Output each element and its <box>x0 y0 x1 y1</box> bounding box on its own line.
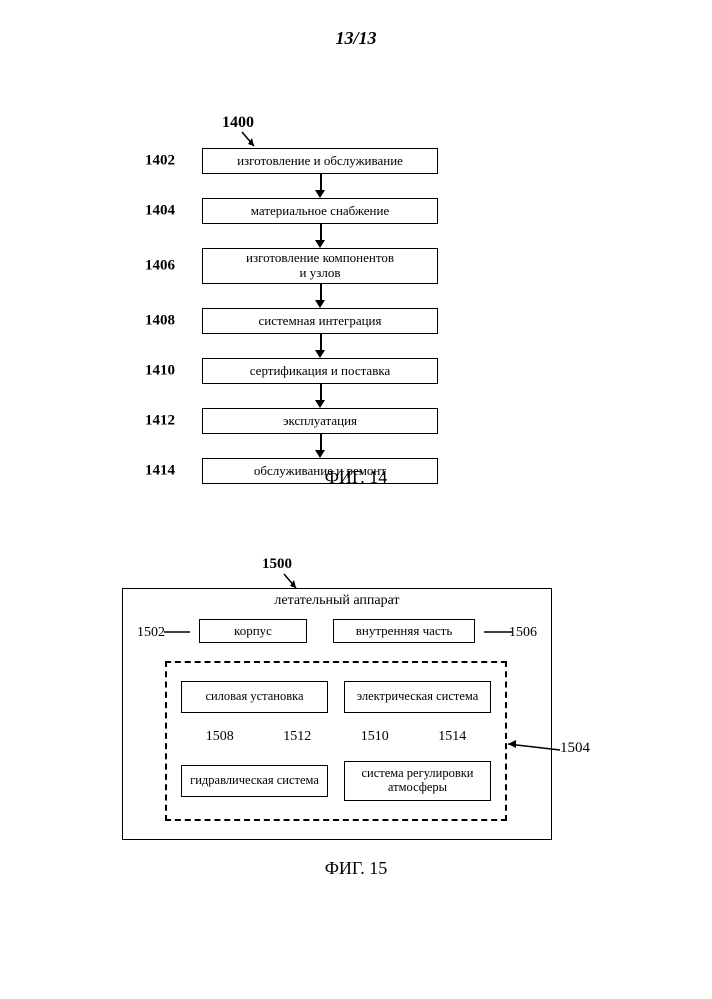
block-gidravlicheskaya: гидравлическая система <box>181 765 328 797</box>
flow-step-1404: 1404 материальное снабжение <box>202 198 438 224</box>
block-text: внутренняя часть <box>356 623 453 639</box>
ref-1512: 1512 <box>283 729 311 745</box>
block-silovaya: силовая установка <box>181 681 328 713</box>
flow-step-text: сертификация и поставка <box>250 364 390 379</box>
fig15-caption: ФИГ. 15 <box>0 858 712 879</box>
ref-1514: 1514 <box>438 729 466 745</box>
flow-arrow <box>190 224 450 248</box>
block-vnutrennyaya: внутренняя часть <box>333 619 475 643</box>
block-text: электрическая система <box>357 690 479 704</box>
block-elektricheskaya: электрическая система <box>344 681 491 713</box>
flow-step-text: материальное снабжение <box>251 204 389 219</box>
flow-step-text: эксплуатация <box>283 414 357 429</box>
flow-arrow <box>190 284 450 308</box>
fig15-container: летательный аппарат корпус внутренняя ча… <box>122 588 552 840</box>
flow-step-text: изготовление компонентов и узлов <box>246 251 394 281</box>
ref-1506: 1506 <box>509 625 537 641</box>
ref-1508: 1508 <box>206 729 234 745</box>
fig15-ref-label: 1500 <box>262 556 292 573</box>
block-korpus: корпус <box>199 619 307 643</box>
ref-1504: 1504 <box>560 740 590 757</box>
block-atmosfery: система регулировки атмосферы <box>344 761 491 801</box>
fig15-title: летательный аппарат <box>123 593 551 609</box>
flow-step-text: системная интеграция <box>259 314 382 329</box>
block-text: гидравлическая система <box>190 774 319 788</box>
flow-step-1408: 1408 системная интеграция <box>202 308 438 334</box>
block-text: корпус <box>234 623 272 639</box>
flow-step-1406: 1406 изготовление компонентов и узлов <box>202 248 438 284</box>
fig15-dashed-group: силовая установка электрическая система … <box>165 661 507 821</box>
flow-step-num: 1410 <box>145 362 175 379</box>
block-text: силовая установка <box>205 690 303 704</box>
flow-step-1402: 1402 изготовление и обслуживание <box>202 148 438 174</box>
flow-step-1412: 1412 эксплуатация <box>202 408 438 434</box>
fig15-top-row: корпус внутренняя часть <box>123 619 551 643</box>
flow-arrow <box>190 384 450 408</box>
flow-step-1410: 1410 сертификация и поставка <box>202 358 438 384</box>
fig14-ref-label: 1400 <box>222 114 254 132</box>
ref-1510: 1510 <box>361 729 389 745</box>
flow-step-num: 1412 <box>145 412 175 429</box>
flow-step-num: 1402 <box>145 152 175 169</box>
flow-step-num: 1408 <box>145 312 175 329</box>
block-text: система регулировки атмосферы <box>361 767 473 795</box>
page-number: 13/13 <box>0 28 712 49</box>
flow-step-text: изготовление и обслуживание <box>237 154 403 169</box>
flow-step-num: 1404 <box>145 202 175 219</box>
flow-arrow <box>190 174 450 198</box>
fig14-caption: ФИГ. 14 <box>0 467 712 488</box>
flow-step-num: 1406 <box>145 257 175 274</box>
ref-1502: 1502 <box>137 625 165 641</box>
flow-arrow <box>190 334 450 358</box>
fig14-flowchart: 1402 изготовление и обслуживание 1404 ма… <box>190 148 450 484</box>
flow-arrow <box>190 434 450 458</box>
